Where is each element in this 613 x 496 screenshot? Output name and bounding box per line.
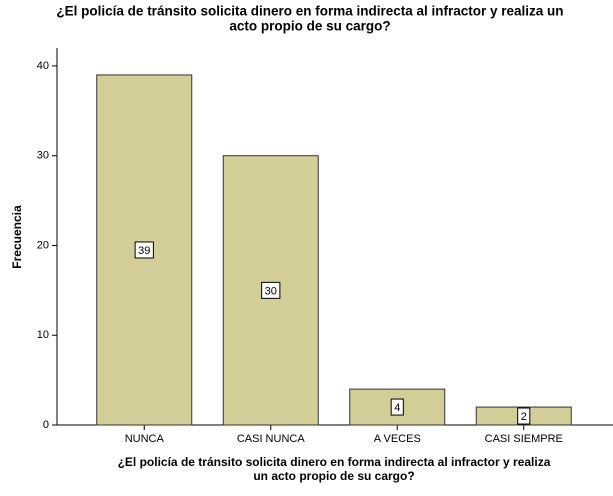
value-label-box <box>390 398 404 416</box>
y-axis-label: Frecuencia <box>10 205 24 269</box>
value-label-box <box>261 281 281 299</box>
x-tick-label: A VECES <box>374 433 421 445</box>
y-tick-label: 40 <box>37 60 49 72</box>
value-label: 30 <box>265 285 277 297</box>
value-label-box <box>517 407 531 425</box>
x-axis-label: un acto propio de su cargo? <box>253 469 414 483</box>
y-tick-label: 30 <box>37 150 49 162</box>
chart-title: ¿El policía de tránsito solicita dinero … <box>56 4 563 19</box>
value-label: 4 <box>394 402 400 414</box>
y-tick-label: 20 <box>37 239 49 251</box>
value-label-box <box>134 241 154 259</box>
chart-title: acto propio de su cargo? <box>229 19 390 34</box>
x-tick-label: CASI SIEMPRE <box>485 433 563 445</box>
value-label: 39 <box>138 245 150 257</box>
y-tick-label: 10 <box>37 329 49 341</box>
x-tick-label: CASI NUNCA <box>237 433 306 445</box>
value-label: 2 <box>521 411 527 423</box>
x-axis-label: ¿El policía de tránsito solicita dinero … <box>118 455 551 469</box>
x-tick-label: NUNCA <box>125 433 165 445</box>
y-tick-label: 0 <box>43 419 49 431</box>
